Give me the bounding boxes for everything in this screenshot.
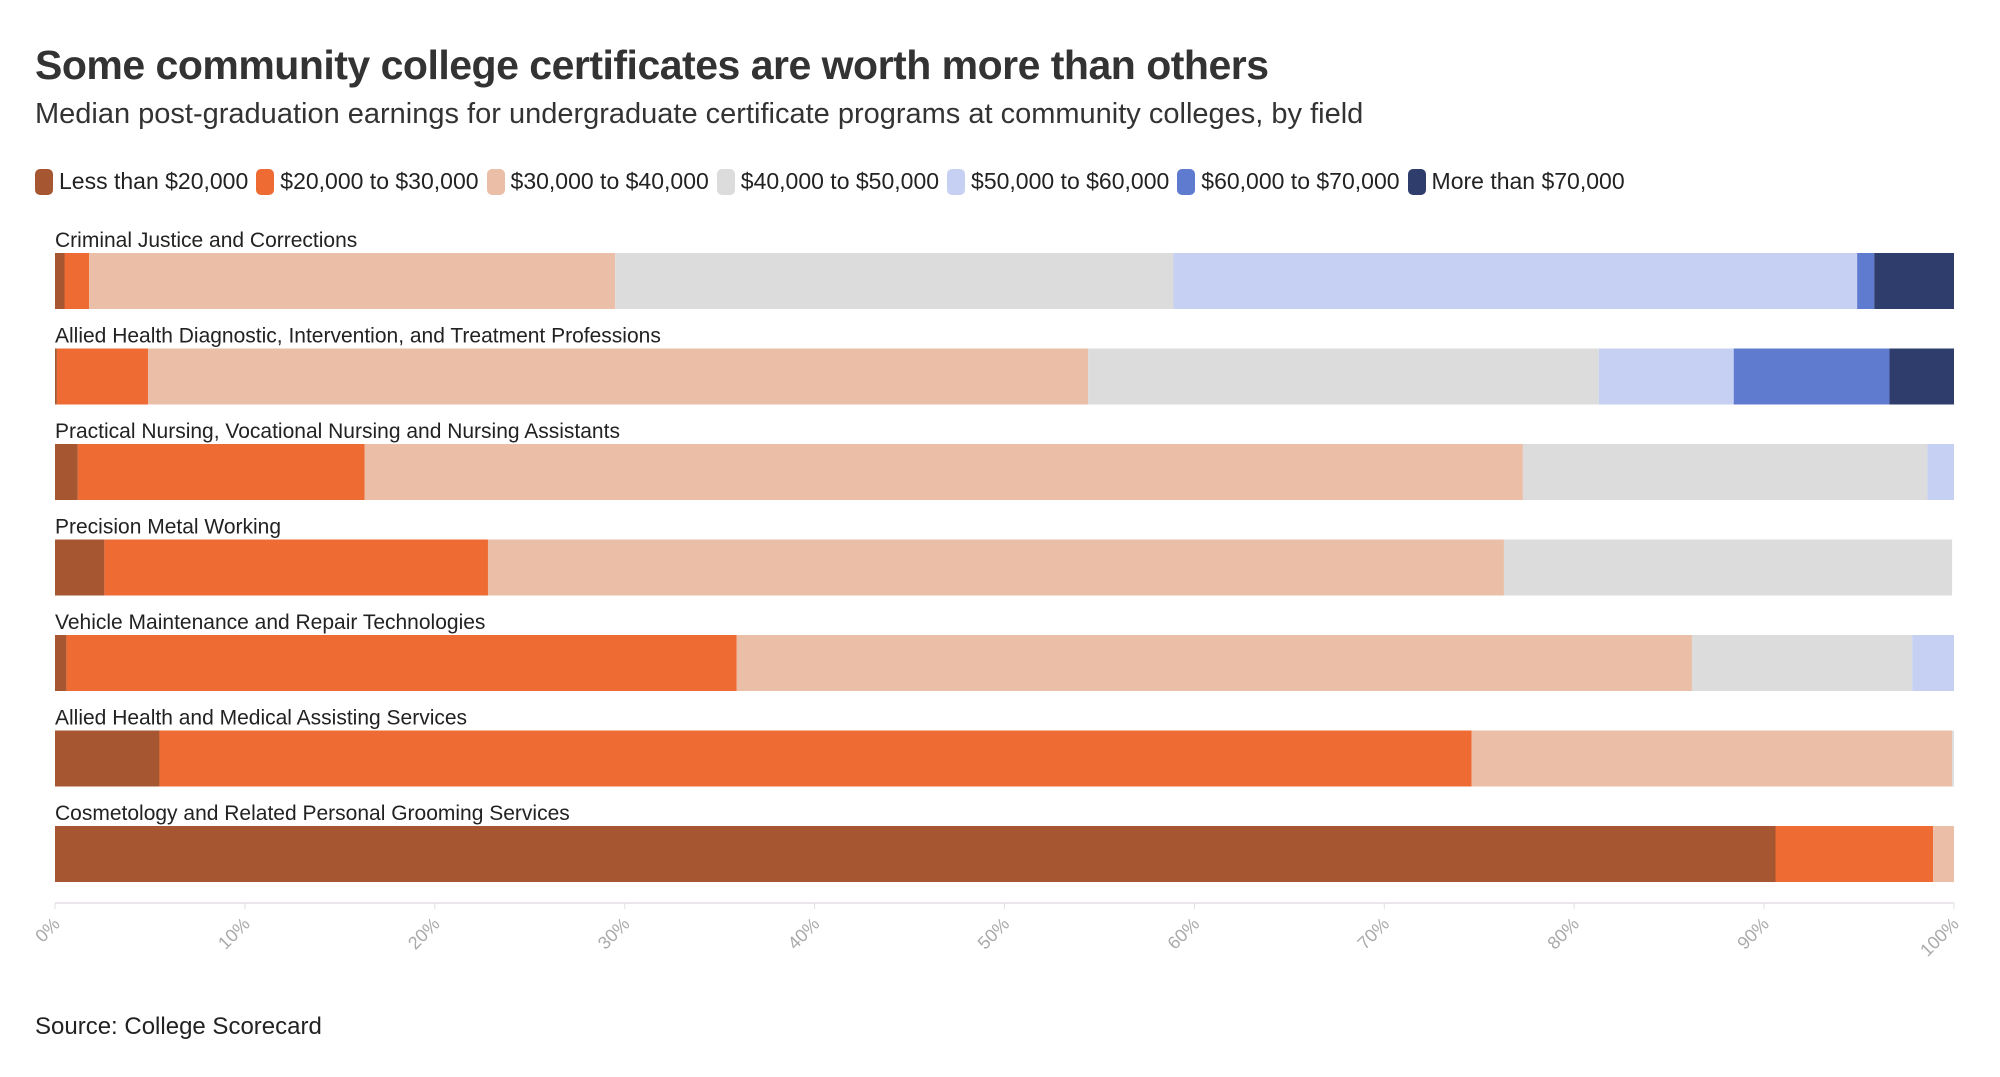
bar-segment	[1927, 444, 1954, 500]
category-label: Allied Health Diagnostic, Intervention, …	[55, 325, 661, 348]
legend-label: More than $70,000	[1431, 168, 1625, 194]
source-note: Source: College Scorecard	[35, 1013, 322, 1040]
chart-subtitle: Median post-graduation earnings for unde…	[35, 98, 1364, 130]
bar-segment	[1598, 348, 1734, 405]
x-tick-label: 100%	[1916, 914, 1963, 961]
x-tick-label: 90%	[1733, 914, 1773, 954]
legend-swatch	[1407, 168, 1426, 195]
bar-segment	[66, 635, 737, 691]
bar-segment	[159, 730, 1472, 787]
category-label: Practical Nursing, Vocational Nursing an…	[55, 420, 620, 443]
legend-swatch	[486, 168, 505, 195]
legend-label: $30,000 to $40,000	[510, 168, 709, 194]
legend-label: $60,000 to $70,000	[1201, 168, 1400, 194]
legend-label: $20,000 to $30,000	[280, 168, 479, 194]
bar-segment	[55, 539, 105, 596]
bar-segment	[1173, 253, 1858, 309]
legend-swatch	[35, 168, 53, 195]
legend-swatch	[1177, 168, 1196, 195]
bar-segment	[89, 253, 616, 309]
legend-item: More than $70,000	[1407, 168, 1625, 195]
bar-segment	[148, 348, 1089, 405]
bar-segment	[736, 635, 1692, 691]
x-tick-label: 10%	[214, 914, 254, 954]
bar-segment	[364, 444, 1523, 500]
bar-segment	[55, 444, 78, 500]
bar-segment	[55, 635, 67, 691]
bar-segment	[64, 253, 90, 309]
legend-label: $50,000 to $60,000	[971, 168, 1170, 194]
x-tick-label: 80%	[1543, 914, 1583, 954]
bar-segment	[1733, 348, 1890, 405]
bar-segment	[1874, 253, 1954, 309]
category-label: Criminal Justice and Corrections	[55, 229, 357, 252]
x-tick-label: 70%	[1354, 914, 1394, 954]
bar-segment	[56, 348, 149, 405]
legend-item: $20,000 to $30,000	[256, 168, 479, 195]
x-tick-label: 30%	[594, 914, 634, 954]
legend-label: $40,000 to $50,000	[740, 168, 940, 194]
category-label: Precision Metal Working	[55, 516, 281, 539]
bar-segment	[77, 444, 365, 500]
bar-segment	[55, 826, 1776, 882]
legend-swatch	[716, 168, 735, 195]
legend-item: $50,000 to $60,000	[947, 168, 1169, 195]
bar-segment	[1912, 635, 1954, 691]
bar-segment	[1857, 253, 1875, 309]
x-tick-label: 50%	[974, 914, 1014, 954]
bar-segment	[1952, 730, 1954, 787]
bar-segment	[55, 253, 65, 309]
bar-segment	[1933, 826, 1954, 882]
x-tick-label: 0%	[31, 914, 64, 947]
bar-segment	[1503, 539, 1953, 596]
chart-title: Some community college certificates are …	[35, 42, 1269, 88]
category-label: Allied Health and Medical Assisting Serv…	[55, 707, 467, 730]
legend: Less than $20,000 $20,000 to $30,000 $30,0…	[35, 168, 1625, 195]
bar-segment	[487, 539, 1504, 596]
legend-item: $40,000 to $50,000	[716, 168, 940, 195]
bar-segment	[1522, 444, 1928, 500]
legend-item: Less than $20,000	[35, 168, 248, 195]
x-tick-label: 40%	[784, 914, 824, 954]
category-label: Vehicle Maintenance and Repair Technolog…	[55, 611, 485, 634]
bar-segment	[55, 348, 57, 405]
legend-swatch	[947, 168, 966, 195]
bar-segment	[1889, 348, 1954, 405]
bar-segment	[1775, 826, 1934, 882]
legend-label: Less than $20,000	[59, 168, 249, 194]
legend-item: $60,000 to $70,000	[1177, 168, 1400, 195]
bar-segment	[104, 539, 488, 596]
bar-segment	[1691, 635, 1913, 691]
x-tick-label: 20%	[404, 914, 444, 954]
bar-segment	[55, 730, 160, 787]
legend-item: $30,000 to $40,000	[486, 168, 709, 195]
bar-segment	[1471, 730, 1953, 787]
legend-swatch	[256, 168, 275, 195]
x-tick-label: 60%	[1164, 914, 1204, 954]
bar-segment	[615, 253, 1174, 309]
category-label: Cosmetology and Related Personal Groomin…	[55, 802, 570, 825]
bar-segment	[1088, 348, 1599, 405]
